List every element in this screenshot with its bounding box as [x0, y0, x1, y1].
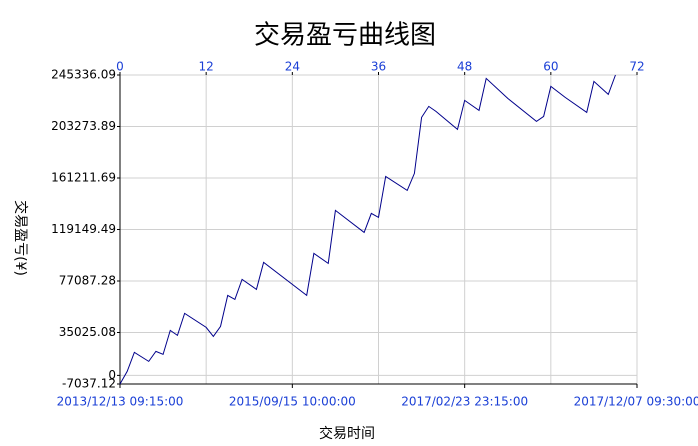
x-tick-label: 2013/12/13 09:15:00: [57, 395, 184, 409]
y-tick-label: 203273.89: [51, 119, 116, 133]
data-line: [119, 74, 616, 385]
x-tick-label: 2017/02/23 23:15:00: [401, 395, 528, 409]
y-tick-label: 119149.49: [51, 222, 116, 236]
x-axis-title: 交易时间: [319, 425, 375, 442]
y-tick-label: -7037.12: [62, 377, 116, 391]
chart-title: 交易盈亏曲线图: [254, 21, 436, 51]
y-tick-label: 0: [108, 368, 116, 382]
x-tick-label: 2015/09/15 10:00:00: [229, 395, 356, 409]
x-tick-label: 2017/12/07 09:30:00: [574, 395, 698, 409]
y-tick-label: 161211.69: [51, 171, 116, 185]
y-axis-title: 交易盈亏(¥): [12, 200, 29, 276]
x2-tick-label: 24: [285, 60, 300, 74]
y-tick-label: 35025.08: [59, 325, 116, 339]
x2-tick-label: 60: [543, 60, 558, 74]
x2-tick-label: 0: [116, 60, 124, 74]
x2-tick-label: 36: [371, 60, 386, 74]
y-tick-label: 245336.09: [51, 68, 116, 82]
y-tick-label: 77087.28: [59, 274, 116, 288]
x2-tick-label: 72: [629, 60, 644, 74]
x2-tick-label: 12: [199, 60, 214, 74]
x2-tick-label: 48: [457, 60, 472, 74]
